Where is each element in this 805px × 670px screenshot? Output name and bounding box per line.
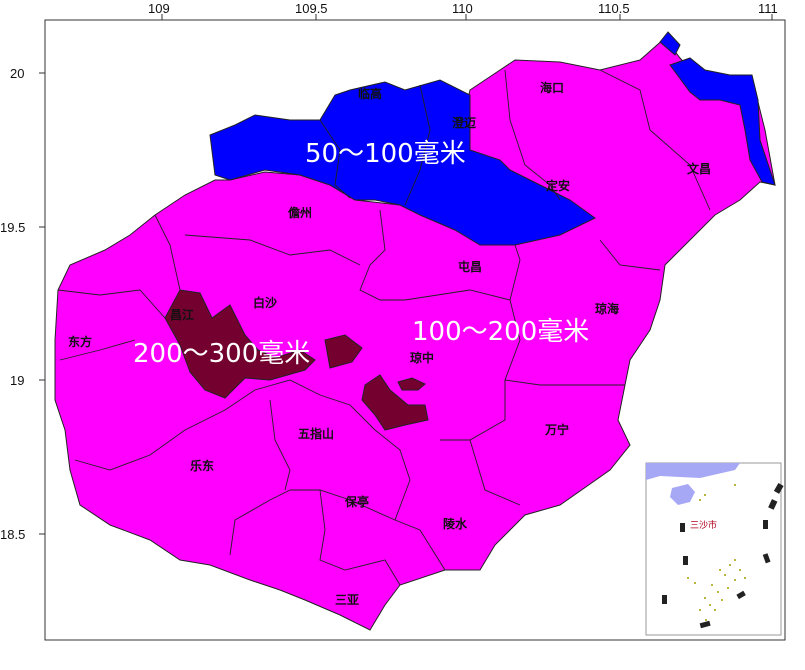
city-sanya: 三亚	[335, 593, 359, 607]
city-chengmai: 澄迈	[452, 115, 476, 130]
city-dingan: 定安	[546, 178, 570, 193]
city-wuzhishan: 五指山	[298, 426, 334, 441]
inset-label-sansha: 三沙市	[690, 519, 717, 531]
city-changjiang: 昌江	[170, 307, 194, 322]
zone-50-100-ne	[669, 57, 776, 186]
zone-200-300-b	[324, 334, 363, 369]
x-tick-110-5: 110.5	[598, 1, 630, 16]
zone-50-100	[209, 79, 596, 246]
x-tick-111: 111	[758, 1, 778, 16]
city-baisha: 白沙	[253, 295, 277, 310]
y-tick-19-5: 19.5	[0, 220, 25, 235]
district-lines	[57, 69, 711, 586]
city-lingshui: 陵水	[443, 516, 468, 531]
inset-map: 三沙市	[645, 462, 784, 636]
zone-label-50-100: 50～100毫米	[305, 139, 466, 169]
city-danzhou: 儋州	[288, 205, 312, 220]
zone-label-100-200: 100～200毫米	[412, 317, 589, 347]
city-haikou: 海口	[540, 80, 564, 95]
city-qiongzhong: 琼中	[410, 350, 434, 365]
city-baoting: 保亭	[344, 494, 369, 509]
city-qionghai: 琼海	[595, 301, 619, 316]
zone-200-300-c	[361, 374, 429, 431]
x-axis	[161, 14, 773, 20]
x-tick-110: 110	[452, 1, 473, 16]
zone-200-300	[164, 289, 316, 399]
city-tunchang: 屯昌	[458, 259, 482, 274]
x-tick-109-5: 109.5	[295, 1, 328, 16]
city-dongfang: 东方	[68, 334, 92, 349]
city-wenchang: 文昌	[687, 161, 711, 176]
city-ledong: 乐东	[190, 458, 214, 473]
zone-200-300-d	[397, 377, 426, 391]
y-axis	[39, 72, 45, 535]
zone-50-100-tip	[659, 31, 681, 56]
y-tick-18-5: 18.5	[0, 527, 25, 542]
y-tick-19: 19	[10, 373, 24, 388]
x-tick-109: 109	[148, 1, 170, 16]
y-tick-20: 20	[10, 66, 24, 81]
zone-label-200-300: 200～300毫米	[133, 339, 310, 369]
city-wanning: 万宁	[544, 422, 569, 437]
city-lingao: 临高	[358, 86, 382, 101]
